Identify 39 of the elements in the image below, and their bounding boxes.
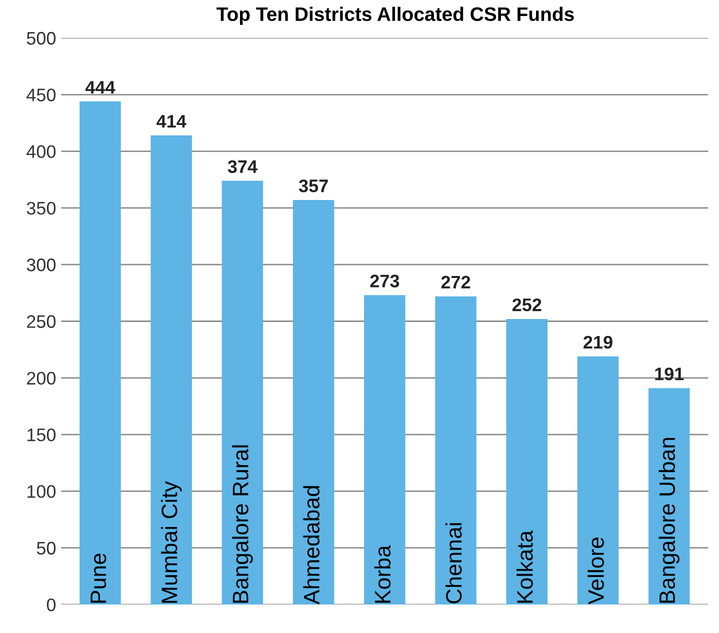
data-label: 273 [370,274,400,288]
x-tick-label: Korba [374,545,391,603]
y-tick-label: 100 [28,485,56,498]
bar [222,180,264,605]
y-tick-label: 250 [27,315,56,328]
y-tick-label: 350 [26,202,56,215]
bar [150,135,192,605]
y-tick-label: 300 [26,258,56,272]
y-tick-label: 400 [26,145,56,158]
x-tick-label: Pune [90,554,106,603]
bar [364,295,406,605]
chart-title: Top Ten Districts Allocated CSR Funds [216,6,574,25]
data-label: 272 [441,276,470,288]
data-label: 414 [156,115,186,128]
bar [648,388,690,605]
y-tick-label: 150 [28,428,56,442]
data-label: 444 [85,81,116,94]
x-tick-label: Vellore [588,538,604,604]
bar [292,200,334,605]
data-label: 191 [655,368,684,380]
y-tick-label: 500 [26,32,56,45]
data-label: 357 [298,179,328,192]
bar [506,318,548,605]
bar [80,101,121,605]
data-label: 219 [584,336,612,349]
y-tick-label: 0 [46,598,56,612]
y-tick-label: 200 [27,372,56,385]
y-tick-label: 450 [26,88,56,102]
x-tick-label: Chennai [445,523,462,604]
bar [577,356,619,605]
x-tick-label: Kolkata [516,530,533,603]
data-label: 374 [228,160,258,174]
x-tick-label: Bangalore Rural [232,445,253,603]
x-tick-label: Ahmedabad [303,486,320,604]
x-tick-label: Mumbai City [160,481,182,603]
data-label: 252 [512,298,542,312]
y-tick-label: 50 [36,542,56,555]
x-tick-label: Bangalore Urban [658,438,680,603]
bar [435,296,476,605]
